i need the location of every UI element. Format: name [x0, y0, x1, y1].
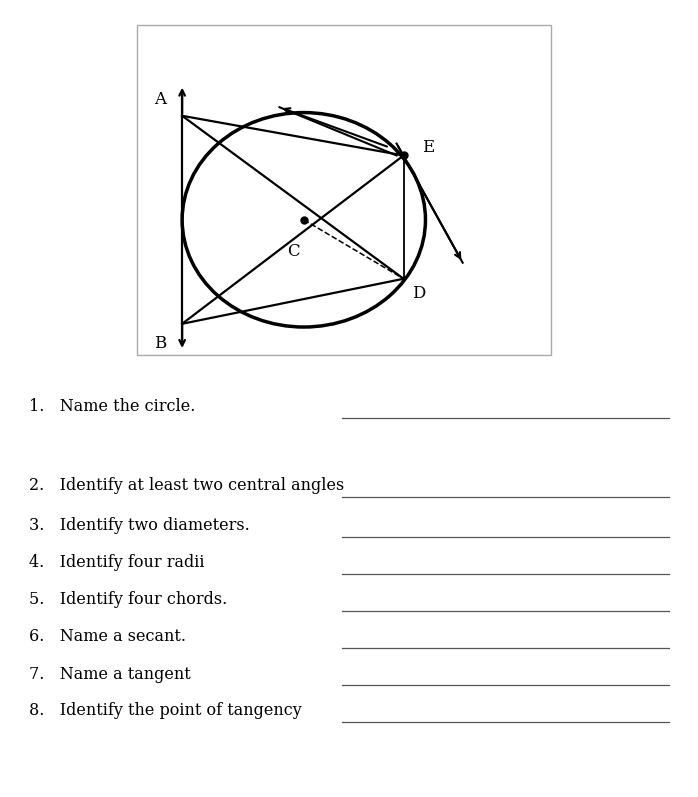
- Text: 5.   Identify four chords.: 5. Identify four chords.: [29, 591, 228, 608]
- Text: C: C: [287, 243, 299, 260]
- FancyBboxPatch shape: [137, 26, 551, 355]
- Text: 1.   Name the circle.: 1. Name the circle.: [29, 398, 195, 415]
- Text: E: E: [422, 139, 434, 156]
- Text: 2.   Identify at least two central angles: 2. Identify at least two central angles: [29, 477, 344, 494]
- Text: 3.   Identify two diameters.: 3. Identify two diameters.: [29, 517, 250, 534]
- Text: B: B: [154, 336, 166, 352]
- Text: 8.   Identify the point of tangency: 8. Identify the point of tangency: [29, 702, 302, 719]
- Text: D: D: [413, 285, 426, 301]
- Text: 7.   Name a tangent: 7. Name a tangent: [29, 665, 191, 682]
- Text: A: A: [154, 92, 166, 108]
- Text: 6.   Name a secant.: 6. Name a secant.: [29, 628, 186, 646]
- Text: 4.   Identify four radii: 4. Identify four radii: [29, 555, 205, 571]
